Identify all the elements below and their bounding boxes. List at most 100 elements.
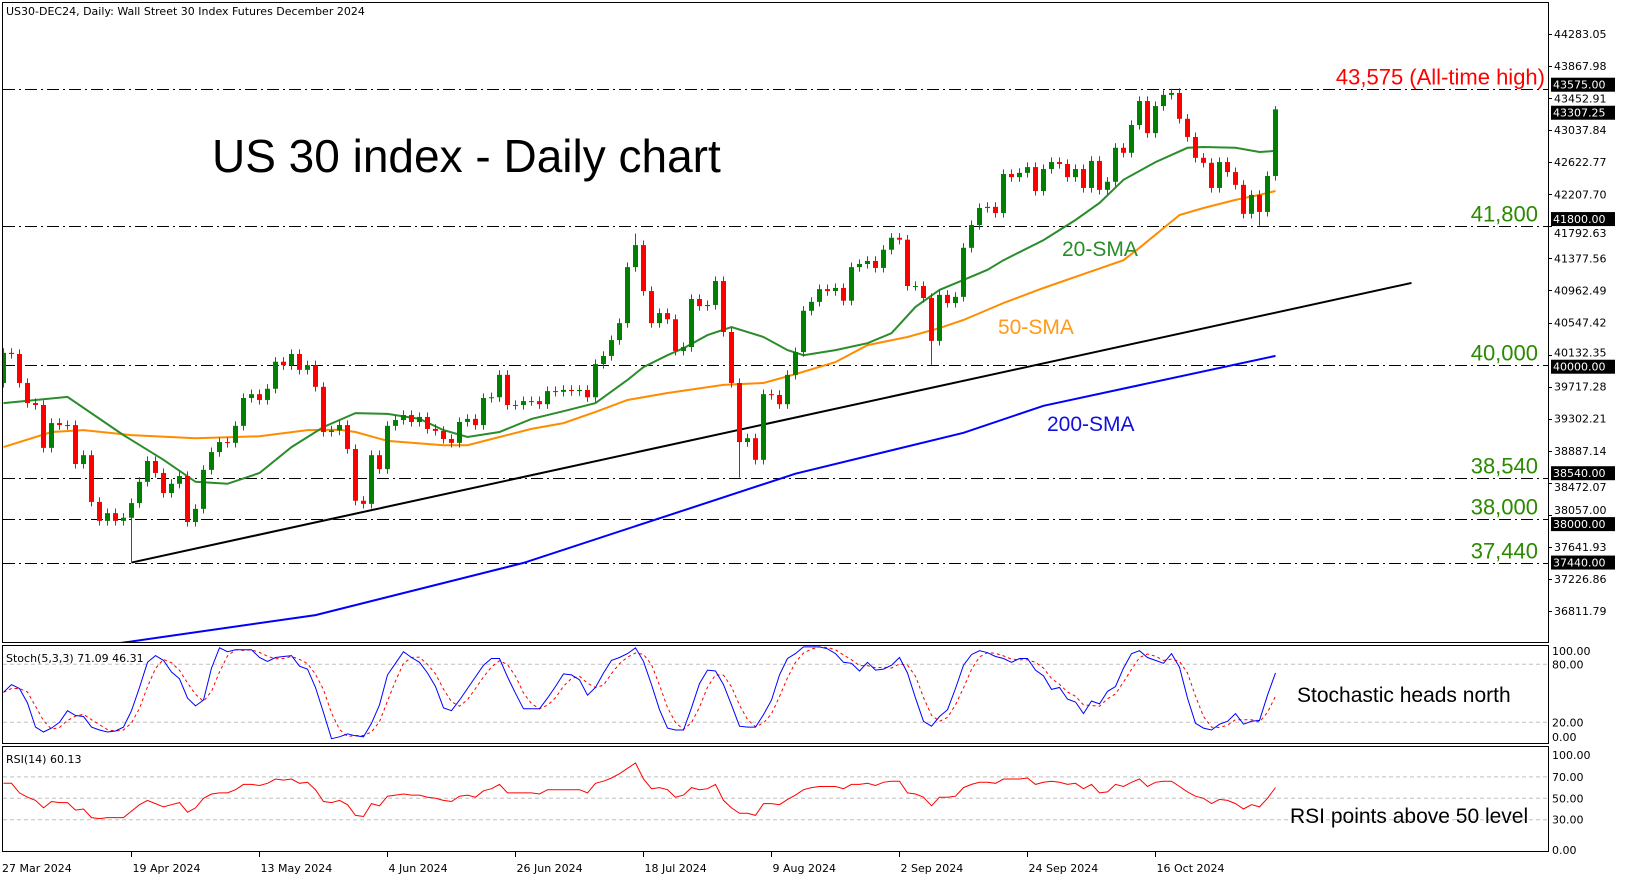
candle-up [137, 481, 142, 504]
candle-down [57, 423, 62, 426]
candle-up [913, 286, 918, 288]
candle-up [129, 503, 134, 518]
candle-up [681, 347, 686, 351]
candle-up [121, 517, 126, 521]
candle-up [617, 323, 622, 341]
candle-down [1185, 118, 1190, 137]
candle-down [161, 472, 166, 494]
candle-down [17, 354, 22, 383]
price-tick-label: 38057.00 [1554, 504, 1607, 517]
candle-up [1089, 160, 1094, 188]
candle-down [769, 394, 774, 396]
candle-up [633, 245, 638, 268]
level-labels: 43,575 (All-time high) 41,800 40,000 38,540… [1336, 65, 1545, 564]
price-tick-label: 37641.93 [1554, 541, 1607, 554]
candle-up [1273, 109, 1278, 176]
rsi-header: RSI(14) 60.13 [6, 753, 81, 766]
sma50-label: 50-SMA [998, 316, 1074, 339]
candle-down [113, 513, 118, 521]
candle-down [1009, 174, 1014, 178]
price-tick-label: 38472.07 [1554, 481, 1607, 494]
candle-down [433, 428, 438, 431]
candle-down [1057, 162, 1062, 164]
candle-up [809, 301, 814, 311]
price-box-label: 38540.00 [1553, 467, 1606, 480]
candle-down [281, 361, 286, 366]
price-tick-label: 41792.63 [1554, 227, 1607, 240]
candle-up [3, 352, 6, 383]
sma200-label: 200-SMA [1047, 413, 1135, 436]
candle-up [801, 310, 806, 353]
candle-down [361, 500, 366, 504]
candle-down [377, 455, 382, 470]
candle-down [353, 449, 358, 501]
candle-down [1233, 172, 1238, 185]
candle-down [449, 438, 454, 443]
candle-up [1105, 181, 1110, 190]
price-box-label: 41800.00 [1553, 213, 1606, 226]
candle-up [481, 398, 486, 426]
rsi-line [3, 762, 1276, 820]
candle-down [993, 206, 998, 214]
candle-up [817, 289, 822, 302]
level-label: 38,540 [1471, 454, 1538, 479]
candle-down [73, 425, 78, 464]
candle-up [1153, 106, 1158, 134]
date-label: 19 Apr 2024 [133, 862, 201, 875]
candle-down [777, 394, 782, 405]
stoch-axis-label: 0.00 [1552, 731, 1577, 744]
price-box [1551, 105, 1615, 120]
candle-up [305, 365, 310, 370]
candle-down [41, 404, 46, 448]
candle-down [1081, 169, 1086, 188]
candle-up [609, 340, 614, 356]
price-box-label: 43307.25 [1553, 107, 1606, 120]
candle-down [225, 442, 230, 444]
candle-up [1017, 172, 1022, 178]
sma20-line [3, 145, 1276, 485]
price-tick-label: 39302.21 [1554, 413, 1607, 426]
price-box [1551, 517, 1615, 532]
price-tick-label: 36811.79 [1554, 605, 1607, 618]
candle-down [897, 237, 902, 240]
candle-down [297, 354, 302, 370]
price-box-label: 40000.00 [1553, 361, 1606, 374]
candle-up [953, 296, 958, 304]
candle-up [417, 416, 422, 422]
candle-down [921, 286, 926, 299]
price-box-label: 38000.00 [1553, 518, 1606, 531]
candle-up [49, 423, 54, 448]
sma50-line [3, 190, 1276, 449]
candle-up [145, 460, 150, 482]
candle-down [585, 389, 590, 398]
candle-down [697, 299, 702, 307]
price-box-label: 37440.00 [1553, 557, 1606, 570]
candle-up [1217, 162, 1222, 188]
candle-up [369, 455, 374, 504]
candles [3, 88, 1278, 563]
candle-up [705, 304, 710, 307]
candle-down [1193, 136, 1198, 158]
trendline-group [131, 281, 1412, 564]
price-tick-label: 40132.35 [1554, 347, 1607, 360]
price-tick-label: 41377.56 [1554, 252, 1607, 265]
candle-down [1065, 163, 1070, 178]
candle-down [313, 365, 318, 387]
stochastic-header: Stoch(5,3,3) 71.09 46.31 [6, 652, 144, 665]
candle-up [209, 452, 214, 470]
candle-up [217, 442, 222, 453]
candle-up [521, 401, 526, 405]
candle-down [1097, 160, 1102, 190]
rsi-lines [3, 762, 1548, 821]
candle-up [785, 374, 790, 405]
date-label: 2 Sep 2024 [901, 862, 964, 875]
candle-up [393, 420, 398, 426]
candle-up [625, 267, 630, 324]
candle-down [721, 281, 726, 332]
candle-down [153, 460, 158, 473]
candle-down [649, 291, 654, 324]
price-tick-label: 43452.91 [1554, 93, 1607, 106]
candle-up [65, 425, 70, 427]
stochastic-note: Stochastic heads north [1297, 684, 1511, 707]
candle-up [81, 455, 86, 464]
